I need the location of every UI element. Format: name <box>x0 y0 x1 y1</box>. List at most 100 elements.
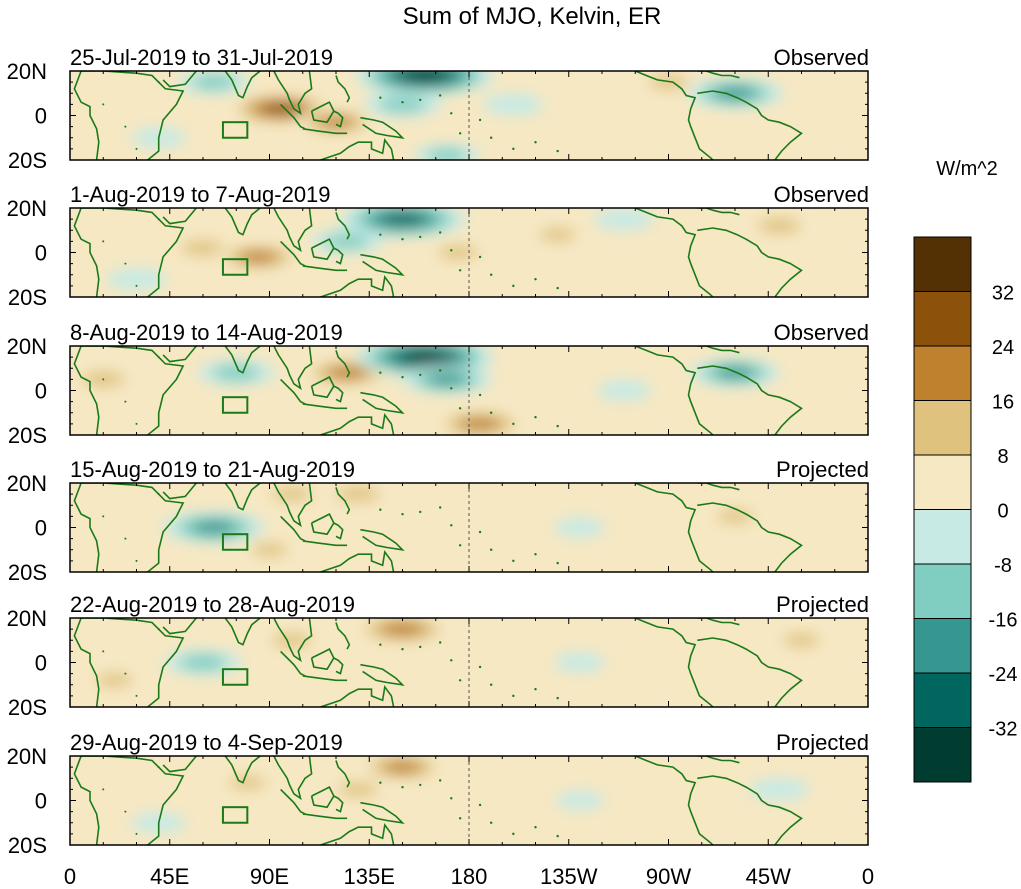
panel: 20N 0 20S 8-Aug-2019 to 14-Aug-2019 Observed <box>7 320 869 448</box>
island <box>419 373 422 377</box>
island <box>478 665 482 669</box>
coastline <box>360 253 405 276</box>
island <box>458 132 462 135</box>
island <box>512 559 515 563</box>
island <box>458 269 462 272</box>
colorbar-title: W/m^2 <box>936 158 998 180</box>
coastline <box>302 403 348 410</box>
coastline <box>302 265 348 272</box>
coastline <box>634 71 714 160</box>
island <box>534 141 537 144</box>
island <box>556 696 559 700</box>
island <box>556 149 559 153</box>
coastline <box>697 365 803 435</box>
coastline <box>162 71 197 88</box>
anomaly-cell <box>192 520 236 535</box>
anomaly-cell <box>380 622 425 636</box>
anomaly-cell <box>192 74 236 90</box>
y-tick-label: 20S <box>8 695 47 720</box>
anomaly-cell <box>555 791 604 810</box>
coastline <box>162 483 197 500</box>
coastline <box>320 275 395 297</box>
coastline <box>73 756 100 845</box>
colorbar-swatch <box>913 727 972 783</box>
island <box>478 393 482 397</box>
chart-title: Sum of MJO, Kelvin, ER <box>403 3 662 30</box>
island <box>512 147 515 151</box>
anomaly-cell <box>717 509 753 523</box>
coastline <box>320 413 395 435</box>
anomaly-cell <box>325 234 369 249</box>
coastline <box>273 756 313 801</box>
coastline <box>81 346 185 435</box>
panel-period: 15-Aug-2019 to 21-Aug-2019 <box>70 457 355 482</box>
x-tick-label: 45W <box>746 864 791 889</box>
coastline <box>280 240 306 267</box>
panel-period: 25-Jul-2019 to 31-Jul-2019 <box>70 45 333 70</box>
coastline <box>162 346 197 363</box>
y-tick-label: 20S <box>8 148 47 173</box>
coastline <box>634 618 714 707</box>
panel-status: Observed <box>774 320 869 345</box>
coastline <box>224 483 262 511</box>
island <box>438 231 442 234</box>
island <box>135 559 138 562</box>
y-tick-label: 0 <box>35 241 47 266</box>
colorbar-tick-label: 8 <box>997 446 1008 468</box>
panel-period: 8-Aug-2019 to 14-Aug-2019 <box>70 320 343 345</box>
island <box>489 821 493 824</box>
region-box <box>221 806 249 824</box>
colorbar-tick-label: -24 <box>989 664 1018 686</box>
island <box>157 356 160 359</box>
island <box>512 422 515 426</box>
anomaly-cell <box>405 351 444 363</box>
anomaly-cell <box>212 364 260 381</box>
island <box>157 628 160 631</box>
island <box>102 788 105 791</box>
coastline <box>81 756 185 845</box>
coastline <box>73 618 100 707</box>
y-tick-label: 20N <box>7 334 47 359</box>
region-box <box>221 121 249 139</box>
coastline <box>73 208 100 297</box>
coastline <box>73 71 100 160</box>
coastline <box>333 657 344 675</box>
colorbar-swatch <box>913 400 972 456</box>
coastline <box>280 650 306 677</box>
coastline <box>635 208 714 297</box>
coastline <box>360 528 405 551</box>
island <box>450 249 453 252</box>
y-tick-label: 20N <box>7 59 47 84</box>
coastline <box>224 346 262 374</box>
island <box>135 694 138 697</box>
island <box>556 834 559 838</box>
coastline <box>280 378 306 405</box>
colorbar-swatch <box>913 345 972 401</box>
island <box>534 278 537 281</box>
island <box>489 411 493 414</box>
coastline <box>81 71 185 160</box>
region-box <box>221 668 249 686</box>
coastline <box>697 346 740 354</box>
island <box>124 262 127 265</box>
coastline <box>335 75 351 103</box>
island <box>102 240 105 243</box>
anomaly-cell <box>251 543 288 557</box>
colorbar-tick-label: -32 <box>989 719 1018 741</box>
coastline <box>697 227 803 297</box>
anomaly-cell <box>427 373 467 386</box>
island <box>489 136 493 139</box>
anomaly-cell <box>438 245 478 260</box>
island <box>450 112 453 115</box>
island <box>556 424 559 428</box>
island <box>157 493 160 496</box>
anomaly-cell <box>459 417 501 431</box>
island <box>478 803 482 807</box>
coastline <box>320 823 395 845</box>
colorbar-swatch <box>913 509 972 565</box>
island <box>379 781 382 784</box>
anomaly-cell <box>383 760 422 774</box>
island <box>401 647 404 651</box>
island <box>438 779 442 782</box>
